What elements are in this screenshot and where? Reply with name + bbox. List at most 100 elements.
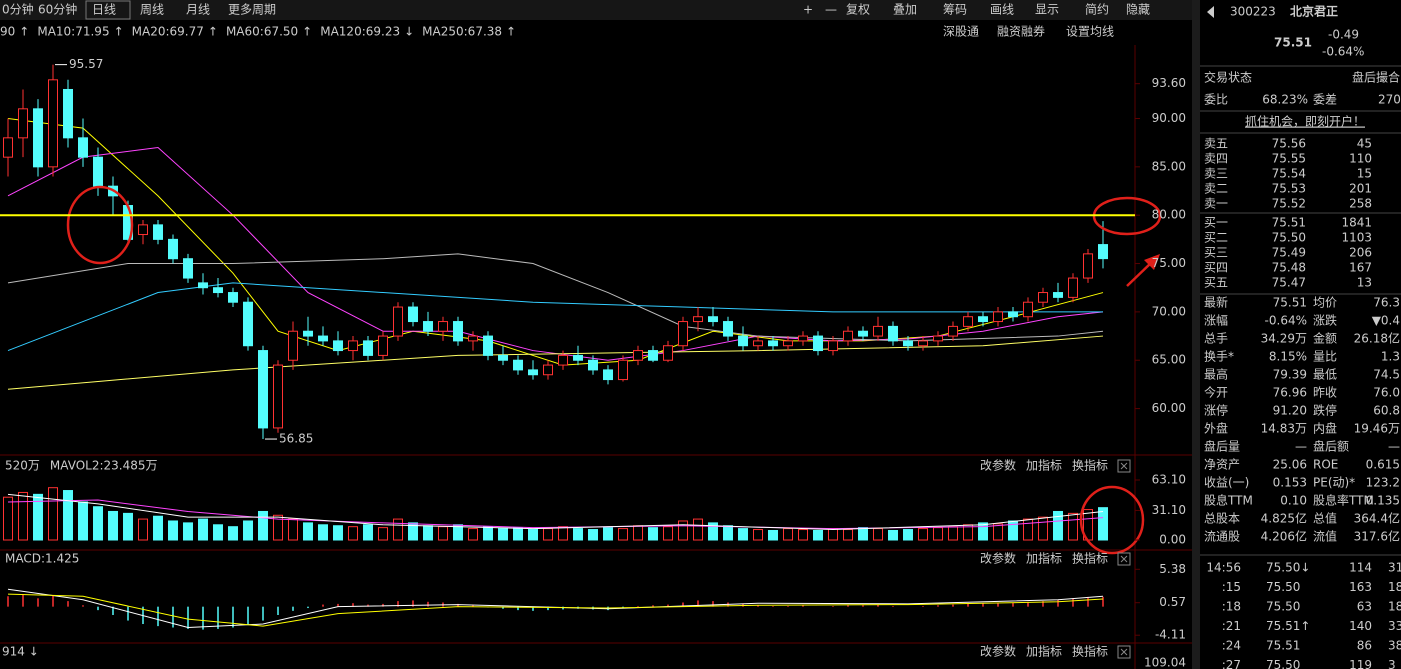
close-box[interactable] [1117,552,1131,566]
splitter[interactable] [1192,0,1200,669]
last-price: 75.51 [1274,36,1312,50]
ma-line [7,282,1103,352]
panel-button[interactable]: 换指标 [1072,644,1108,659]
volume-bar [618,528,628,541]
volume-bar [513,527,523,541]
candle-body [1023,301,1033,318]
candle-body [243,301,253,347]
volume-bar [243,520,253,541]
candle-body [573,354,583,361]
stat-value: 19.46万 [1354,422,1400,436]
candle-body [198,282,208,289]
panel-button[interactable]: 加指标 [1026,458,1062,473]
period-tab[interactable]: 月线 [186,3,210,17]
y-tick-label: 109.04 [1144,656,1186,669]
tool-button[interactable]: 隐藏 [1126,3,1150,17]
panel-button[interactable]: 加指标 [1026,644,1062,659]
y-tick-label: 31.10 [1152,503,1186,517]
y-tick-label: 93.60 [1152,76,1186,90]
tool-button[interactable]: 简约 [1085,2,1109,17]
tool-button[interactable]: 叠加 [893,3,917,17]
period-tab[interactable]: 日线 [92,3,116,17]
ma-line [7,117,1104,366]
tool-button[interactable]: 复权 [846,3,870,17]
highlight-circle [1079,485,1145,555]
period-tab[interactable]: 周线 [140,3,164,17]
candle-body [993,311,1003,323]
candle-body [933,335,943,342]
chart-link[interactable]: 设置均线 [1066,25,1114,39]
chart-link[interactable]: 深股通 [943,25,979,39]
book-label: 买二 [1204,231,1228,245]
ma-arrow: ↑ [302,25,312,39]
y-tick-label: 90.00 [1152,111,1186,125]
stat-value: — [1295,440,1307,454]
candle-body [723,321,733,337]
book-label: 卖四 [1204,152,1228,166]
tool-button[interactable]: 显示 [1035,3,1059,17]
book-price: 75.52 [1272,197,1306,211]
ma-legend: MA60:67.50 [226,25,298,39]
stat-label: 股息TTM [1204,493,1253,508]
stat-label: 最低 [1313,368,1337,382]
tool-button[interactable]: + [803,3,813,17]
tool-button[interactable]: 筹码 [943,3,967,17]
volume-bar [78,501,88,541]
tick-time: :15 [1222,580,1241,594]
candle-body [258,350,268,429]
period-tab[interactable]: 0分钟 [2,2,34,17]
stat-label: 总股本 [1204,512,1240,526]
stat-label: 流值 [1313,529,1337,544]
panel-button[interactable]: 换指标 [1072,458,1108,473]
candle-body [783,340,793,347]
candle-body [1083,253,1093,279]
candle-body [483,335,493,356]
back-arrow[interactable] [1207,6,1214,18]
close-box[interactable] [1117,459,1131,473]
period-tab[interactable]: 更多周期 [228,3,276,17]
panel-button[interactable]: 改参数 [980,458,1016,473]
stat-value: 270 [1378,93,1401,107]
tick-volume: 114 [1349,561,1372,575]
book-volume: 206 [1349,246,1372,260]
close-box[interactable] [1117,645,1131,659]
volume-bar [543,528,553,541]
stat-label: 内盘 [1313,421,1337,436]
candle-body [843,330,853,342]
tick-volume: 63 [1357,600,1372,614]
stat-label: 今开 [1204,385,1228,400]
stat-value: 76.3 [1373,296,1400,310]
book-price: 75.50 [1272,231,1306,245]
panel-button[interactable]: 改参数 [980,551,1016,566]
y-tick-label: 0.00 [1159,533,1186,547]
candle-body [738,335,748,347]
tool-button[interactable]: 画线 [990,3,1014,17]
candle-body [618,359,628,381]
stat-label: 昨收 [1313,386,1337,400]
candle-body [918,340,928,347]
tick-time: :18 [1222,600,1241,614]
stat-label: 总手 [1204,332,1228,346]
volume-bar [333,525,343,541]
volume-bar [228,526,238,541]
panel-button[interactable]: 改参数 [980,644,1016,659]
tick-count: 18 [1388,600,1401,614]
volume-bar [258,510,268,541]
tool-button[interactable]: — [825,3,837,17]
chart-link[interactable]: 融资融券 [997,24,1045,39]
stat-value: 4.206亿 [1261,529,1307,544]
tick-volume: 140 [1349,619,1372,633]
stat-label: 股息率TTM [1313,493,1374,508]
candle-body [1098,244,1108,260]
panel-button[interactable]: 加指标 [1026,551,1062,566]
y-tick-label: -4.11 [1155,628,1186,642]
tick-volume: 119 [1349,658,1372,669]
promo-link[interactable]: 抓住机会，即刻开户！ [1245,114,1365,129]
period-tab[interactable]: 60分钟 [38,2,77,17]
panel-button[interactable]: 换指标 [1072,551,1108,566]
candle-body [453,321,463,342]
stat-label: 流通股 [1204,530,1240,544]
candle-body [273,364,283,429]
volume-bar [678,520,688,541]
